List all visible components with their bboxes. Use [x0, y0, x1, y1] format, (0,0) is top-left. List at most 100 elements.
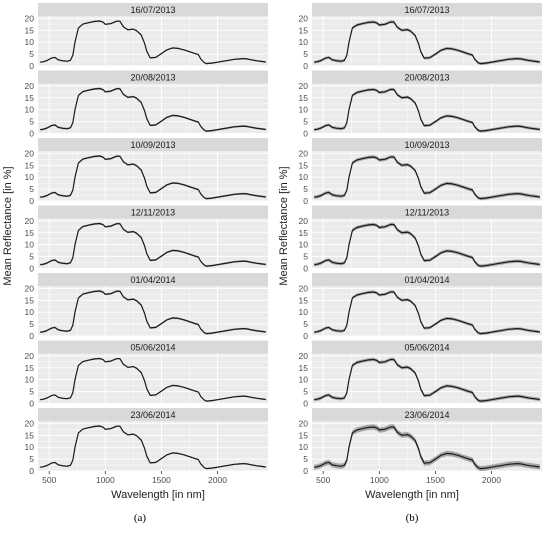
- confidence-ribbon: [40, 87, 266, 133]
- y-tick-label: 10: [25, 37, 35, 47]
- facet-strip: [312, 340, 542, 354]
- y-tick-label: 10: [25, 240, 35, 250]
- facet-strip-label: 16/07/2013: [130, 5, 175, 15]
- y-tick-label: 10: [25, 307, 35, 317]
- mean-reflectance-line: [314, 156, 540, 200]
- facet-a-7: 23/06/2014 0 5 10 15 20: [25, 408, 268, 476]
- x-axis-label-b: Wavelength [in nm]: [365, 489, 459, 501]
- y-tick-label: 20: [299, 81, 309, 91]
- y-tick-label: 15: [25, 228, 35, 238]
- y-tick-label: 5: [303, 252, 308, 262]
- mean-reflectance-line: [40, 20, 266, 65]
- facet-strip: [38, 138, 268, 151]
- y-tick-label: 15: [299, 363, 309, 373]
- facet-strip: [312, 408, 542, 421]
- facet-b-1: 16/07/2013 0 5 10 15 20: [299, 3, 542, 71]
- y-tick-label: 15: [25, 295, 35, 305]
- y-tick-label: 10: [299, 442, 309, 452]
- facet-strip-label: 05/06/2014: [404, 343, 449, 353]
- y-tick-label: 10: [299, 37, 309, 47]
- y-tick-label: 10: [299, 375, 309, 385]
- y-tick-label: 0: [303, 264, 308, 274]
- y-tick-label: 15: [299, 93, 309, 103]
- facet-b-2: 20/08/2013 0 5 10 15 20: [299, 70, 542, 139]
- mean-reflectance-line: [40, 425, 266, 470]
- mean-reflectance-line: [314, 426, 540, 470]
- y-tick-label: 15: [299, 295, 309, 305]
- facet-a-2: 20/08/2013 0 5 10 15 20: [25, 70, 268, 139]
- y-tick-label: 15: [299, 160, 309, 170]
- mean-reflectance-line: [40, 357, 266, 402]
- y-tick-label: 15: [25, 160, 35, 170]
- facet-b-6: 05/06/2014 0 5 10 15 20: [299, 340, 542, 409]
- y-tick-label: 5: [29, 387, 34, 397]
- facet-b-4: 12/11/2013 0 5 10 15 20: [299, 205, 542, 274]
- facet-a-1: 16/07/2013 0 5 10 15 20: [25, 3, 268, 71]
- y-tick-label: 5: [303, 49, 308, 59]
- x-axis-label-a: Wavelength [in nm]: [111, 489, 205, 501]
- facet-strip: [38, 340, 268, 354]
- confidence-ribbon: [40, 290, 266, 335]
- y-tick-label: 0: [303, 466, 308, 476]
- y-tick-label: 20: [25, 283, 35, 293]
- facet-strip-label: 20/08/2013: [404, 73, 449, 83]
- y-tick-label: 0: [29, 196, 34, 206]
- facet-b-7: 23/06/2014 0 5 10 15 20: [299, 408, 542, 476]
- y-tick-label: 20: [25, 148, 35, 158]
- facet-strip: [312, 70, 542, 84]
- y-tick-label: 15: [25, 25, 35, 35]
- y-tick-label: 15: [25, 430, 35, 440]
- y-tick-label: 5: [29, 319, 34, 329]
- y-tick-label: 5: [29, 184, 34, 194]
- x-tick-label: 1500: [152, 475, 171, 485]
- x-tick-label: 500: [316, 475, 330, 485]
- mean-reflectance-line: [40, 87, 266, 132]
- y-tick-label: 0: [29, 129, 34, 139]
- confidence-ribbon: [40, 155, 266, 200]
- facet-strip: [38, 273, 268, 286]
- x-tick-label: 2000: [482, 475, 501, 485]
- facet-strip: [312, 138, 542, 151]
- y-tick-label: 10: [299, 105, 309, 115]
- x-tick-label: 2000: [208, 475, 227, 485]
- y-tick-label: 5: [29, 454, 34, 464]
- facet-strip: [312, 3, 542, 16]
- y-tick-label: 15: [25, 363, 35, 373]
- facet-strip: [38, 70, 268, 84]
- facet-a-3: 10/09/2013 0 5 10 15 20: [25, 138, 268, 206]
- y-tick-label: 20: [299, 13, 309, 23]
- y-tick-label: 0: [303, 129, 308, 139]
- y-tick-label: 20: [25, 351, 35, 361]
- facet-strip-label: 20/08/2013: [130, 73, 175, 83]
- y-tick-label: 5: [303, 319, 308, 329]
- facet-strip-label: 05/06/2014: [130, 343, 175, 353]
- y-tick-label: 0: [303, 61, 308, 71]
- plot-background: [38, 16, 268, 66]
- y-tick-label: 10: [299, 172, 309, 182]
- y-tick-label: 20: [25, 81, 35, 91]
- y-tick-label: 15: [299, 430, 309, 440]
- y-tick-label: 20: [25, 13, 35, 23]
- x-tick-label: 1000: [96, 475, 115, 485]
- y-tick-label: 0: [303, 196, 308, 206]
- y-tick-label: 0: [29, 61, 34, 71]
- facet-a-6: 05/06/2014 0 5 10 15 20: [25, 340, 268, 409]
- mean-reflectance-line: [314, 223, 540, 267]
- mean-reflectance-line: [40, 290, 266, 335]
- y-tick-label: 15: [299, 228, 309, 238]
- y-tick-label: 10: [25, 375, 35, 385]
- facet-strip-label: 12/11/2013: [405, 208, 449, 218]
- y-axis-label-a: Mean Reflectance [in %]: [2, 166, 14, 285]
- facet-strip-label: 12/11/2013: [131, 208, 175, 218]
- facet-strip-label: 01/04/2014: [404, 275, 449, 285]
- y-tick-label: 5: [303, 184, 308, 194]
- y-axis-label-b: Mean Reflectance [in %]: [278, 166, 290, 285]
- facet-strip-label: 23/06/2014: [130, 410, 175, 420]
- y-tick-label: 5: [29, 252, 34, 262]
- facet-strip: [312, 273, 542, 286]
- panel-caption-b: (b): [406, 512, 419, 524]
- facet-strip-label: 16/07/2013: [404, 5, 449, 15]
- chart-panel-b: 16/07/20130510152020/08/20130510152010/0…: [299, 3, 542, 485]
- mean-reflectance-line: [314, 291, 540, 335]
